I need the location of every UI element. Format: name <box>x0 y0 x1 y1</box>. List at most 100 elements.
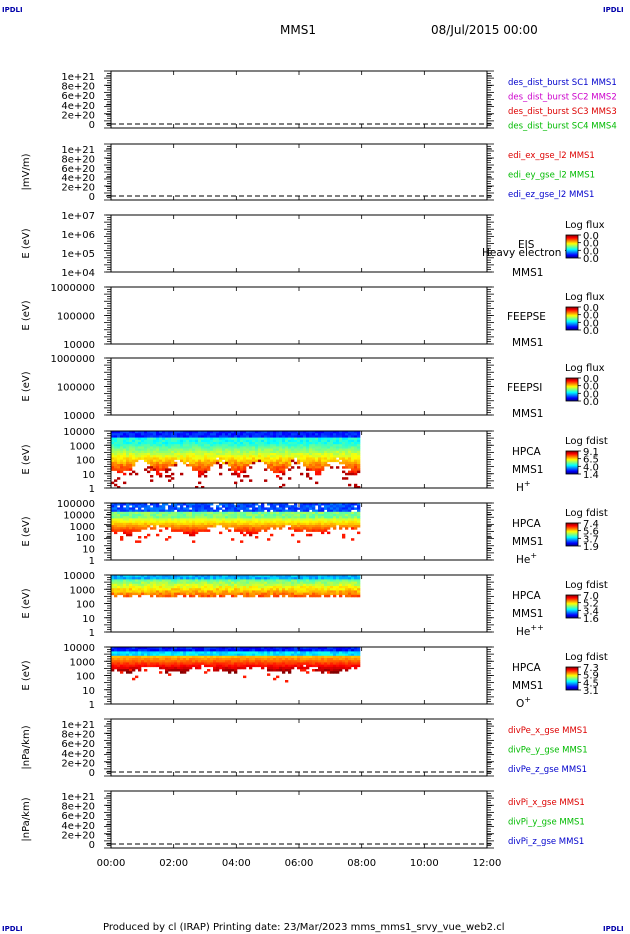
y-tick-label: 10000 <box>63 427 95 438</box>
colorbar <box>565 594 579 619</box>
colorbar <box>565 666 579 691</box>
colorbar-tick-label: 4.0 <box>583 462 599 473</box>
legend-entry: edi_ey_gse_l2 MMS1 <box>508 171 595 181</box>
instrument-label: HPCA <box>512 518 542 530</box>
y-tick-label: 10000 <box>63 510 95 521</box>
species-charge: + <box>530 551 537 560</box>
colorbar-tick-label: 0.0 <box>583 231 599 242</box>
y-tick-label: 100 <box>76 456 95 467</box>
spacecraft-label: MMS1 <box>512 608 543 620</box>
colorbar-tick-label: 1.9 <box>583 542 599 553</box>
spacecraft-label: MMS1 <box>512 536 543 548</box>
y-tick-label: 1e+21 <box>61 720 95 731</box>
y-tick-label: 8e+20 <box>61 730 95 741</box>
colorbar-tick-label: 3.4 <box>583 606 599 617</box>
legend-entry: edi_ez_gse_l2 MMS1 <box>508 190 594 200</box>
colorbar <box>565 306 579 331</box>
colorbar-tick-label: 0.0 <box>583 239 599 250</box>
legend-entry: divPi_z_gse MMS1 <box>508 837 584 847</box>
y-tick-label: 1e+21 <box>61 792 95 803</box>
legend-entry: des_dist_burst SC1 MMS1 <box>508 78 617 88</box>
y-tick-label: 4e+20 <box>61 173 95 184</box>
instrument-label: FEEPSI <box>507 382 542 394</box>
plot-frame <box>110 70 488 129</box>
legend-entry: edi_ex_gse_l2 MMS1 <box>508 151 595 161</box>
y-tick-label: 0 <box>89 192 95 203</box>
colorbar-tick-label: 7.0 <box>583 591 599 602</box>
y-tick-label: 1000 <box>70 657 95 668</box>
y-tick-label: 10000 <box>63 340 95 351</box>
instrument-label: FEEPSE <box>507 311 546 323</box>
instrument-label: EIS <box>518 239 535 251</box>
colorbar-tick-label: 0.0 <box>583 246 599 257</box>
y-axis-label: |mV/m) <box>21 153 32 190</box>
colorbar-tick-label: 4.5 <box>583 678 599 689</box>
x-tick-label: 06:00 <box>285 858 314 869</box>
plot-frame <box>110 718 488 777</box>
x-tick-label: 12:00 <box>473 858 502 869</box>
colorbar-tick-label: 5.9 <box>583 671 599 682</box>
y-tick-label: 10 <box>82 614 95 625</box>
colorbar-title: Log fdist <box>565 508 608 519</box>
y-tick-label: 1000000 <box>50 283 95 294</box>
y-tick-label: 10000 <box>63 643 95 654</box>
colorbar-tick-label: 3.7 <box>583 534 599 545</box>
colorbar-tick-label: 3.1 <box>583 686 599 697</box>
corner-label-bottom-right: IPDLI <box>603 925 624 933</box>
y-tick-label: 1 <box>89 484 95 495</box>
footer-credit: Produced by cl (IRAP) Printing date: 23/… <box>103 922 504 933</box>
panel-p4: 1000000 100000 10000 E (eV) FEEPSE MMS1 Log fl… <box>21 283 605 351</box>
y-tick-label: 1e+07 <box>61 211 95 222</box>
colorbar-tick-label: 5.6 <box>583 527 599 538</box>
panel-p9: 10000 1000 100 10 1 E (eV) HPCA MMS1 O+ Log fdist… <box>21 643 608 711</box>
plot-frame <box>110 286 488 345</box>
y-tick-label: 6e+20 <box>61 164 95 175</box>
y-tick-label: 1 <box>89 628 95 639</box>
y-tick-label: 1 <box>89 700 95 711</box>
y-tick-label: 2e+20 <box>61 830 95 841</box>
colorbar-tick-label: 0.0 <box>583 303 599 314</box>
species-label: He+ <box>516 551 537 566</box>
legend-entry: divPe_y_gse MMS1 <box>508 746 588 756</box>
panels: 1e+218e+206e+204e+202e+200des_dist_burst… <box>21 70 617 869</box>
plot-frame <box>110 790 488 849</box>
y-tick-label: 10 <box>82 545 95 556</box>
y-tick-label: 1e+21 <box>61 72 95 83</box>
colorbar <box>565 522 579 547</box>
y-tick-label: 6e+20 <box>61 811 95 822</box>
y-tick-label: 2e+20 <box>61 758 95 769</box>
colorbar-title: Log flux <box>565 292 605 303</box>
panel-p5: 1000000 100000 10000 E (eV) FEEPSI MMS1 Log fl… <box>21 354 605 422</box>
legend-entry: des_dist_burst SC3 MMS3 <box>508 107 617 117</box>
y-axis-label: E (eV) <box>21 516 32 546</box>
overlay-label: Heavy electron to <box>482 247 575 259</box>
y-axis-label: |nPa/km) <box>21 725 32 769</box>
colorbar-tick-label: 0.0 <box>583 382 599 393</box>
y-tick-label: 100 <box>76 600 95 611</box>
y-tick-label: 6e+20 <box>61 739 95 750</box>
y-tick-label: 8e+20 <box>61 82 95 93</box>
y-tick-label: 0 <box>89 120 95 131</box>
colorbar-title: Log fdist <box>565 580 608 591</box>
colorbar <box>565 234 579 259</box>
y-tick-label: 100 <box>76 533 95 544</box>
plot-frame <box>110 143 488 201</box>
colorbar-tick-label: 0.0 <box>583 311 599 322</box>
y-tick-label: 1000 <box>70 441 95 452</box>
corner-label-top-left: IPDLI <box>2 6 23 14</box>
y-tick-label: 100 <box>76 672 95 683</box>
colorbar-tick-label: 0.0 <box>583 397 599 408</box>
y-tick-label: 8e+20 <box>61 802 95 813</box>
legend-entry: divPi_x_gse MMS1 <box>508 798 585 808</box>
y-axis-label: E (eV) <box>21 371 32 401</box>
y-tick-label: 2e+20 <box>61 110 95 121</box>
y-tick-label: 100000 <box>57 383 95 394</box>
spacecraft-label: MMS1 <box>512 464 543 476</box>
instrument-label: HPCA <box>512 446 542 458</box>
panel-p6: 10000 1000 100 10 1 E (eV) HPCA MMS1 H+ Log fdist… <box>21 427 608 495</box>
y-tick-label: 10000 <box>63 411 95 422</box>
colorbar-tick-label: 9.1 <box>583 447 599 458</box>
colorbar-tick-label: 1.4 <box>583 470 599 481</box>
